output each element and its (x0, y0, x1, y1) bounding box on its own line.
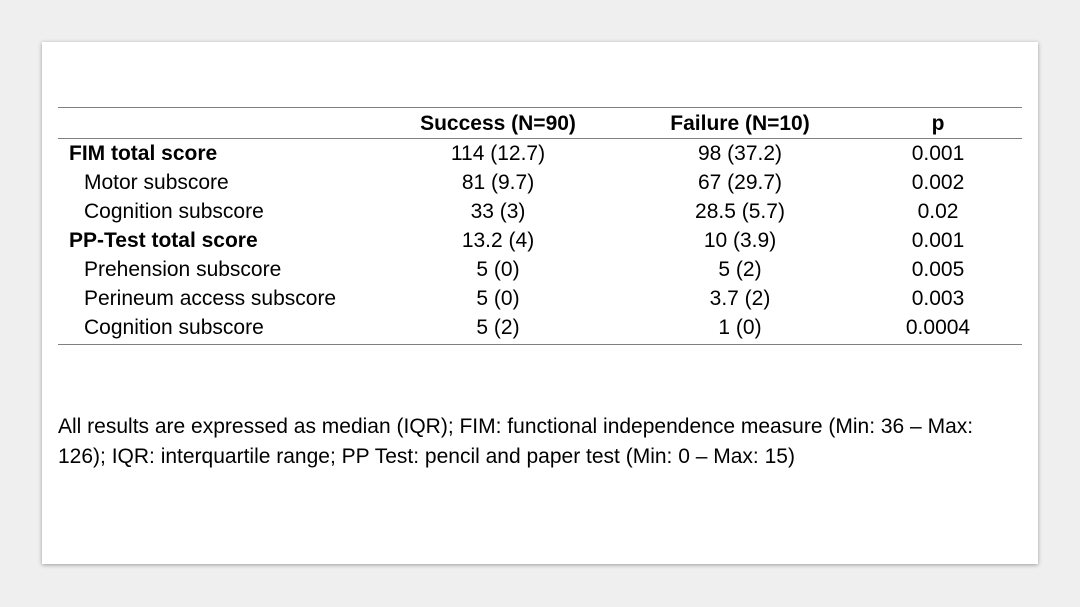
p-value-cell: 0.0004 (854, 313, 1022, 345)
p-value-cell: 0.001 (911, 229, 965, 252)
failure-cell: 10 (3.9) (703, 229, 777, 252)
results-table: Success (N=90) Failure (N=10) p FIM tota… (58, 107, 1022, 345)
success-cell: 13.2 (4) (461, 229, 535, 252)
table-row: Cognition subscore 5 (2) 1 (0) 0.0004 (58, 313, 1022, 345)
failure-cell: 5 (2) (718, 258, 762, 281)
table-row: Perineum access subscore 5 (0) 3.7 (2) 0… (58, 284, 1022, 313)
success-cell: 5 (0) (476, 287, 520, 310)
header-success: Success (N=90) (370, 107, 626, 139)
failure-cell: 67 (29.7) (697, 171, 783, 194)
header-label (58, 107, 370, 139)
row-label: Cognition subscore (84, 200, 264, 223)
row-label: FIM total score (69, 142, 218, 165)
header-row: Success (N=90) Failure (N=10) p (58, 107, 1022, 139)
row-label: Cognition subscore (58, 313, 370, 345)
table-footnote: All results are expressed as median (IQR… (58, 415, 974, 468)
failure-cell: 1 (0) (626, 313, 854, 345)
header-failure: Failure (N=10) (626, 107, 854, 139)
p-value-cell: 0.003 (911, 287, 965, 310)
success-cell: 81 (9.7) (461, 171, 535, 194)
table-row: FIM total score 114 (12.7) 98 (37.2) 0.0… (58, 139, 1022, 169)
row-label: Prehension subscore (84, 258, 282, 281)
table-row: Prehension subscore 5 (0) 5 (2) 0.005 (58, 255, 1022, 284)
failure-cell: 98 (37.2) (697, 142, 783, 165)
success-cell: 5 (2) (370, 313, 626, 345)
header-p: p (854, 107, 1022, 139)
row-label: PP-Test total score (69, 229, 258, 252)
failure-cell: 28.5 (5.7) (695, 200, 785, 223)
success-cell: 33 (3) (470, 200, 526, 223)
p-value-cell: 0.001 (911, 142, 965, 165)
table-row: Cognition subscore 33 (3) 28.5 (5.7) 0.0… (58, 197, 1022, 226)
success-cell: 5 (0) (476, 258, 520, 281)
p-value-cell: 0.002 (911, 171, 965, 194)
table-row: PP-Test total score 13.2 (4) 10 (3.9) 0.… (58, 226, 1022, 255)
success-cell: 114 (12.7) (450, 142, 546, 165)
table-row: Motor subscore 81 (9.7) 67 (29.7) 0.002 (58, 168, 1022, 197)
p-value-cell: 0.02 (917, 200, 959, 223)
failure-cell: 3.7 (2) (709, 287, 771, 310)
slide: Success (N=90) Failure (N=10) p FIM tota… (42, 42, 1038, 564)
row-label: Motor subscore (84, 171, 229, 194)
p-value-cell: 0.005 (911, 258, 965, 281)
row-label: Perineum access subscore (84, 287, 337, 310)
